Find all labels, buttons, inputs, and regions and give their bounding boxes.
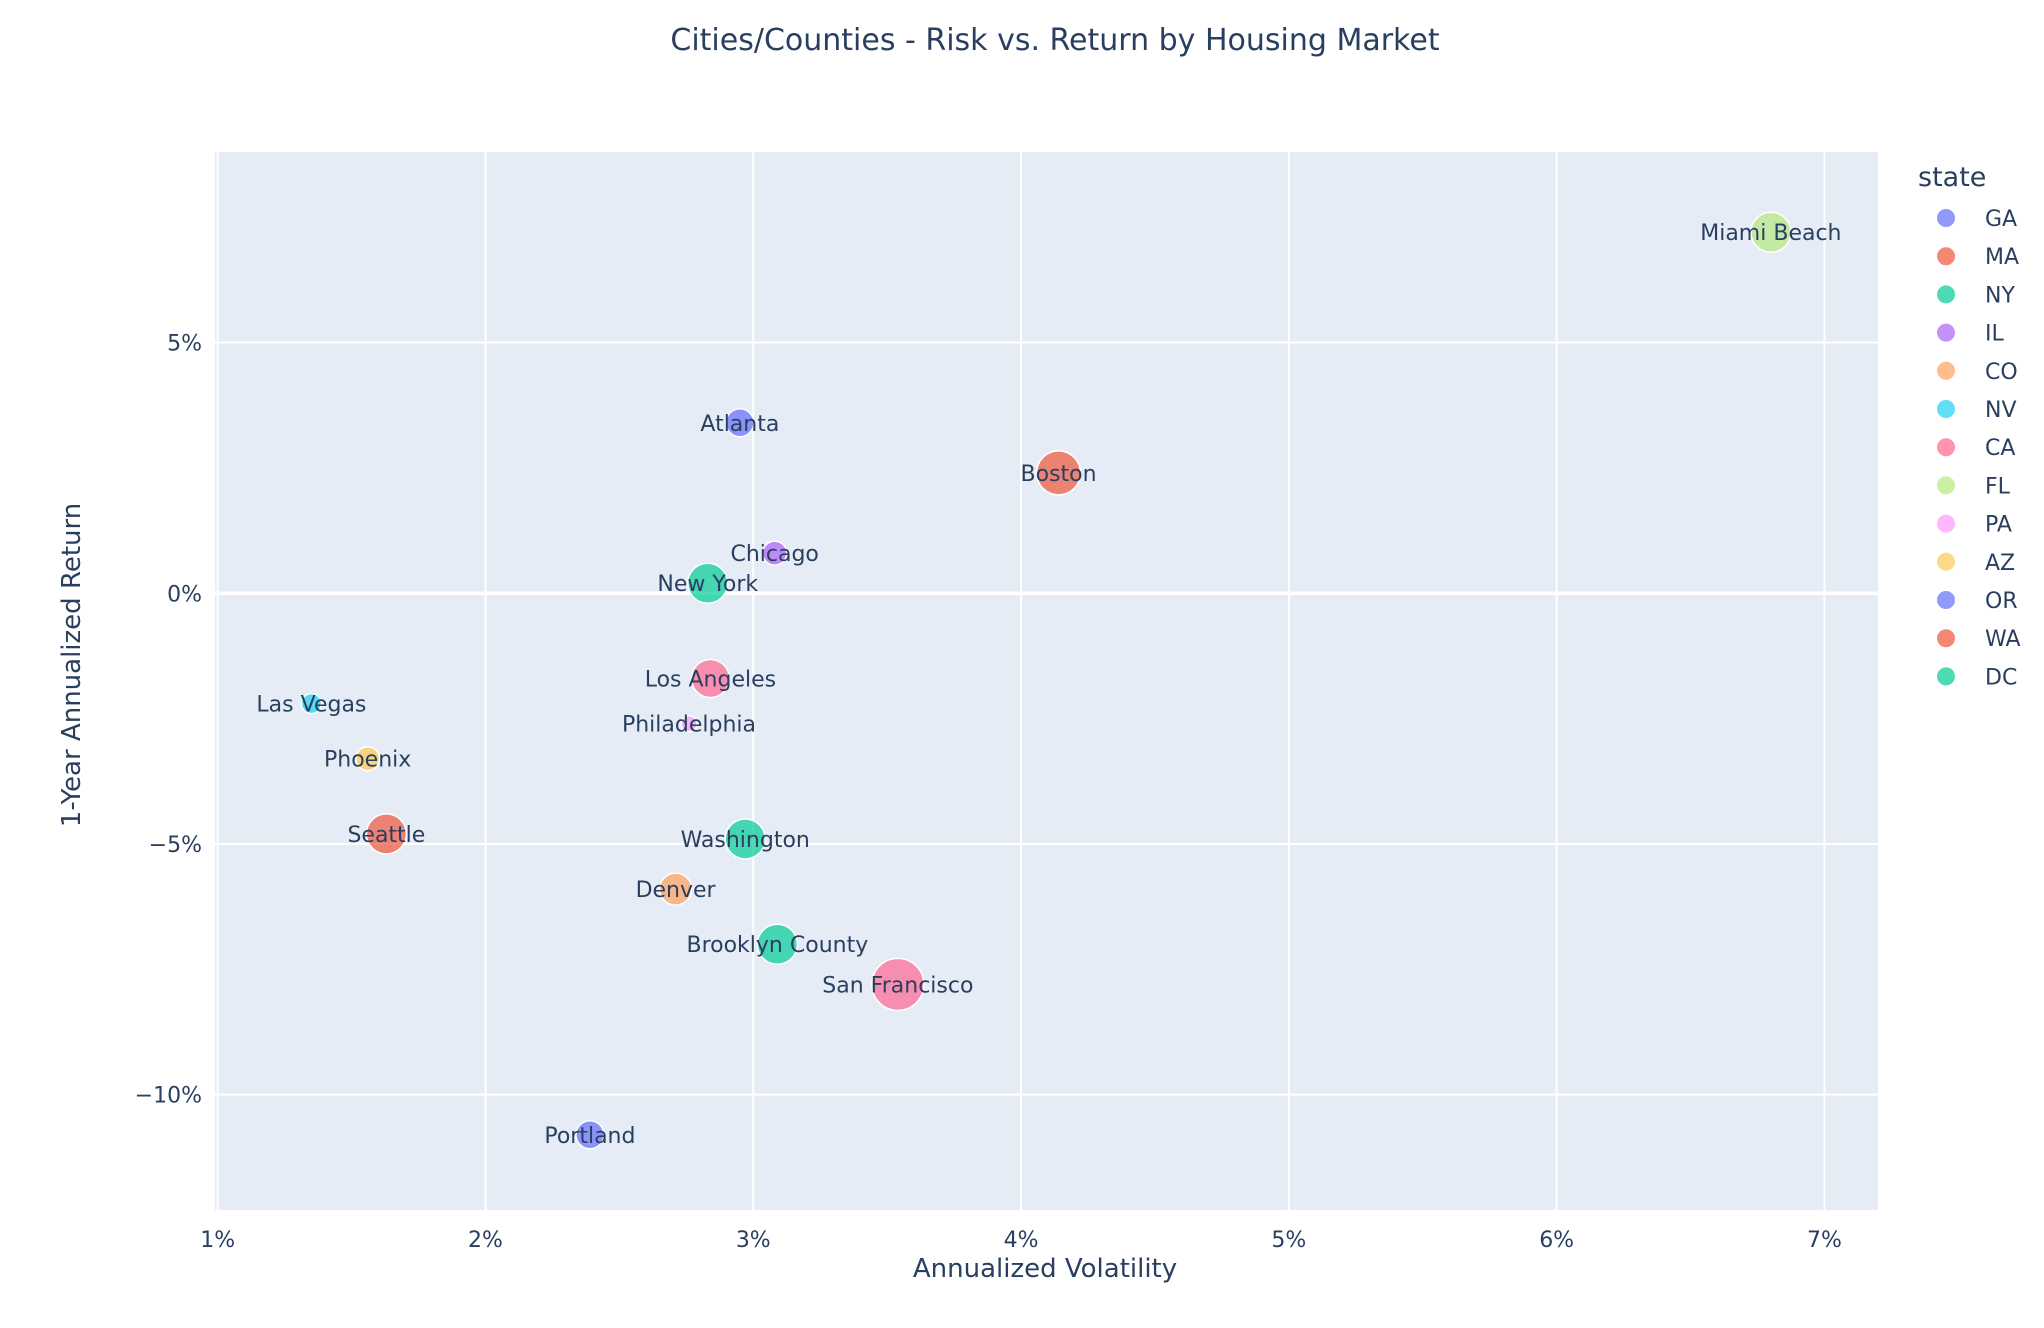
legend-item-ga[interactable]: GA (1936, 207, 2018, 232)
data-label: Washington (681, 828, 810, 853)
y-tick-label: −10% (135, 1084, 202, 1109)
legend-label: PA (1985, 513, 2012, 538)
legend[interactable]: state GA MA NY IL CO NV CA FL PA AZ OR WA DC (1918, 162, 2021, 690)
data-point-atlanta[interactable] (725, 408, 755, 438)
legend-label: NV (1985, 398, 2017, 423)
legend-marker (1936, 437, 1956, 458)
data-point-seattle[interactable] (365, 813, 408, 855)
legend-marker (1936, 322, 1956, 343)
data-label: Seattle (347, 823, 425, 848)
legend-marker (1936, 284, 1956, 305)
legend-label: WA (1985, 627, 2021, 652)
x-tick-label: 2% (468, 1228, 503, 1253)
axes: 1% 2% 3% 4% 5% 6% 7% −10% −5% 0% 5% (135, 332, 1842, 1253)
data-label: Chicago (730, 542, 818, 567)
x-tick-label: 1% (200, 1228, 235, 1253)
data-label: Phoenix (324, 748, 411, 773)
data-labels: Atlanta Boston New York Brooklyn County Chic… (256, 221, 1841, 1149)
y-tick-label: 5% (167, 332, 202, 357)
legend-label: CO (1985, 360, 2018, 385)
data-point-portland[interactable] (575, 1120, 605, 1150)
legend-item-az[interactable]: AZ (1936, 551, 2016, 576)
legend-marker (1936, 399, 1956, 419)
x-tick-label: 7% (1807, 1228, 1842, 1253)
data-label: Boston (1021, 462, 1097, 487)
data-label: New York (657, 572, 758, 597)
data-point-new-york[interactable] (686, 562, 729, 604)
x-tick-label: 3% (736, 1228, 771, 1253)
data-label: Las Vegas (256, 693, 366, 718)
data-point-washington[interactable] (724, 818, 766, 860)
legend-label: CA (1985, 436, 2015, 461)
x-tick-label: 6% (1539, 1228, 1574, 1253)
data-point-philadelphia[interactable] (680, 714, 698, 733)
legend-marker (1936, 666, 1956, 687)
legend-marker (1936, 360, 1956, 381)
grid (215, 152, 1878, 1210)
data-point-san-francisco[interactable] (871, 957, 925, 1012)
legend-label: MA (1985, 245, 2019, 270)
data-label: Miami Beach (1700, 221, 1841, 246)
legend-item-dc[interactable]: DC (1936, 665, 2018, 690)
legend-label: NY (1985, 283, 2015, 308)
legend-item-il[interactable]: IL (1936, 322, 2005, 347)
data-point-boston[interactable] (1035, 450, 1082, 496)
data-label: Atlanta (700, 412, 779, 437)
x-axis-title: Annualized Volatility (913, 1254, 1177, 1284)
data-point-chicago[interactable] (761, 540, 788, 566)
legend-item-fl[interactable]: FL (1936, 474, 2011, 499)
data-point-brooklyn-county[interactable] (756, 923, 799, 965)
legend-title: state (1918, 162, 1986, 193)
data-point-los-angeles[interactable] (690, 658, 731, 699)
legend-item-nv[interactable]: NV (1936, 398, 2017, 423)
legend-item-ma[interactable]: MA (1936, 245, 2020, 270)
data-point-phoenix[interactable] (354, 745, 381, 772)
data-point-las-vegas[interactable] (300, 692, 323, 715)
legend-item-co[interactable]: CO (1936, 360, 2018, 385)
legend-marker (1936, 628, 1956, 649)
legend-item-wa[interactable]: WA (1936, 627, 2021, 652)
data-label: Denver (636, 878, 717, 903)
legend-item-ny[interactable]: NY (1936, 283, 2016, 308)
legend-item-pa[interactable]: PA (1936, 513, 2012, 538)
data-point-denver[interactable] (658, 872, 693, 906)
legend-item-ca[interactable]: CA (1936, 436, 2016, 461)
y-axis-title: 1-Year Annualized Return (57, 503, 87, 827)
legend-label: FL (1985, 474, 2011, 499)
data-label: Brooklyn County (686, 933, 868, 958)
legend-label: GA (1985, 207, 2017, 232)
data-points[interactable] (300, 211, 1792, 1150)
data-label: Los Angeles (645, 667, 776, 692)
data-label: Portland (544, 1124, 635, 1149)
legend-marker (1936, 246, 1956, 267)
x-tick-label: 4% (1004, 1228, 1039, 1253)
x-tick-label: 5% (1271, 1228, 1306, 1253)
legend-marker (1936, 208, 1956, 228)
chart-title: Cities/Counties - Risk vs. Return by Hou… (670, 23, 1439, 58)
legend-label: IL (1985, 322, 2004, 347)
legend-label: DC (1985, 665, 2017, 690)
legend-marker (1936, 513, 1956, 534)
legend-label: OR (1985, 589, 2018, 614)
y-tick-label: −5% (149, 833, 202, 858)
legend-marker (1936, 475, 1956, 496)
data-label: Philadelphia (622, 713, 756, 738)
legend-label: AZ (1985, 551, 2015, 576)
y-tick-label: 0% (167, 582, 202, 607)
legend-marker (1936, 551, 1956, 572)
plot-area (215, 152, 1878, 1210)
legend-item-or[interactable]: OR (1936, 589, 2018, 614)
data-point-miami-beach[interactable] (1750, 211, 1792, 253)
legend-marker (1936, 590, 1956, 610)
data-label: San Francisco (822, 973, 973, 998)
